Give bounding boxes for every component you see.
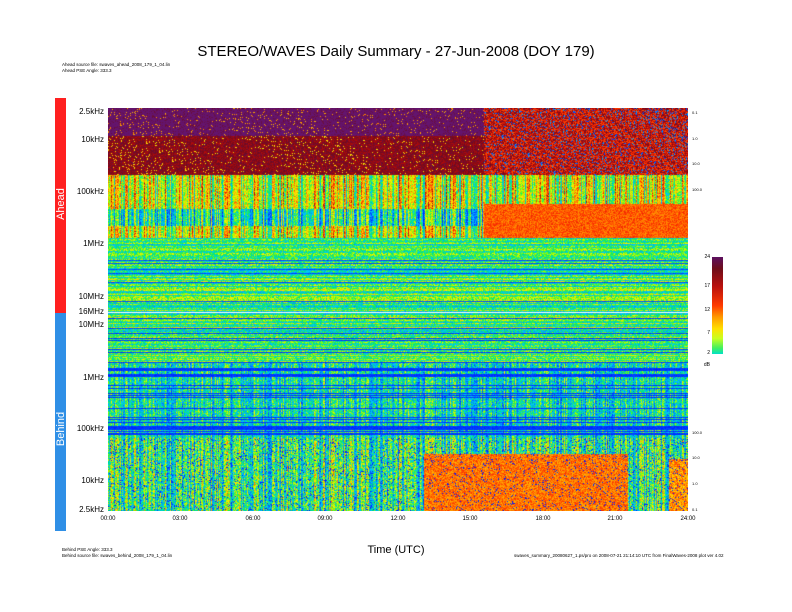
ahead-source-file: Ahead source file: swaves_ahead_2008_179… bbox=[62, 62, 171, 67]
colorbar-tick-17: 17 bbox=[704, 283, 710, 289]
x-axis-title: Time (UTC) bbox=[367, 544, 425, 556]
y-tick-behind-100khz: 100kHz bbox=[76, 424, 104, 433]
right-tick-behind-0.1: 0.1 bbox=[692, 507, 698, 512]
x-tick-1800: 18:00 bbox=[535, 516, 551, 522]
colorbar-tick-24: 24 bbox=[704, 254, 710, 260]
y-tick-ahead-100khz: 100kHz bbox=[76, 187, 104, 196]
right-tick-behind-10.0: 10.0 bbox=[692, 455, 700, 460]
colorbar-tick-2: 2 bbox=[707, 350, 710, 356]
x-tick-0300: 03:00 bbox=[172, 516, 188, 522]
colorbar-unit: dB bbox=[703, 362, 710, 368]
right-tick-ahead-0.1: 0.1 bbox=[692, 110, 698, 115]
ahead-label: Ahead bbox=[55, 188, 67, 220]
credit-line: swaves_summary_20080627_1.ps/pro on 2008… bbox=[514, 553, 724, 558]
y-tick-behind-10mhz: 10MHz bbox=[78, 320, 104, 329]
y-tick-ahead-1mhz: 1MHz bbox=[83, 239, 104, 248]
x-tick-0000: 00:00 bbox=[100, 516, 116, 522]
x-tick-2100: 21:00 bbox=[607, 516, 623, 522]
ahead-band: Ahead bbox=[55, 98, 67, 313]
right-tick-ahead-1.0: 1.0 bbox=[692, 136, 698, 141]
y-tick-behind-10khz: 10kHz bbox=[81, 476, 104, 485]
right-tick-behind-100.0: 100.0 bbox=[692, 430, 703, 435]
colorbar-tick-7: 7 bbox=[707, 330, 710, 336]
behind-pse-angle: Behind PSE Angle: 333.3 bbox=[62, 547, 113, 552]
colorbar-tick-12: 12 bbox=[704, 307, 710, 313]
colorbar bbox=[712, 257, 723, 354]
x-tick-2400: 24:00 bbox=[680, 516, 696, 522]
y-tick-ahead-10khz: 10kHz bbox=[81, 135, 104, 144]
right-tick-ahead-100.0: 100.0 bbox=[692, 187, 703, 192]
behind-label: Behind bbox=[55, 411, 67, 447]
y-tick-behind-2.5khz: 2.5kHz bbox=[79, 505, 104, 514]
y-tick-ahead-10mhz: 10MHz bbox=[78, 292, 104, 301]
x-tick-0600: 06:00 bbox=[245, 516, 261, 522]
x-tick-1500: 15:00 bbox=[462, 516, 478, 522]
spectrogram bbox=[108, 108, 688, 511]
y-tick-behind-1mhz: 1MHz bbox=[83, 373, 104, 382]
behind-source-file: Behind source file: swaves_behind_2008_1… bbox=[62, 553, 173, 558]
x-tick-0900: 09:00 bbox=[317, 516, 333, 522]
spectrogram-canvas bbox=[108, 108, 688, 511]
right-tick-behind-1.0: 1.0 bbox=[692, 481, 698, 486]
x-tick-1200: 12:00 bbox=[390, 516, 406, 522]
chart-title: STEREO/WAVES Daily Summary - 27-Jun-2008… bbox=[197, 43, 595, 60]
right-tick-ahead-10.0: 10.0 bbox=[692, 161, 700, 166]
y-tick-ahead-2.5khz: 2.5kHz bbox=[79, 107, 104, 116]
y-tick-ahead-16mhz: 16MHz bbox=[78, 307, 104, 316]
behind-band: Behind bbox=[55, 313, 67, 531]
ahead-pse-angle: Ahead PSE Angle: 333.3 bbox=[62, 68, 112, 73]
